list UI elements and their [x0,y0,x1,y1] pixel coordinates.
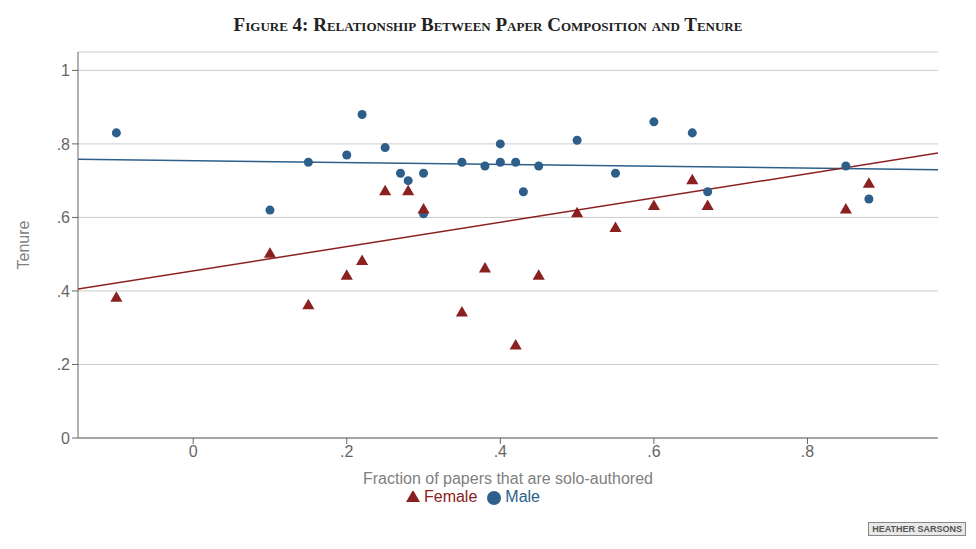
svg-text:Tenure: Tenure [15,220,32,269]
svg-text:.6: .6 [647,443,660,460]
svg-text:1: 1 [61,62,70,79]
svg-text:.4: .4 [57,283,70,300]
html-text:Figure 4: Relationship Between: Figure 4: Relationship Between Paper Com… [233,14,743,35]
svg-text:.8: .8 [57,136,70,153]
html-text:HEATHER SARSONS: HEATHER SARSONS [872,524,962,534]
svg-text:.4: .4 [494,443,507,460]
svg-text:.6: .6 [57,209,70,226]
svg-text:.8: .8 [801,443,814,460]
svg-text:0: 0 [189,443,198,460]
svg-text:.2: .2 [57,356,70,373]
svg-text:.2: .2 [340,443,353,460]
svg-text:Fraction of papers that are so: Fraction of papers that are solo-authore… [363,470,653,487]
html-text:Female: Female [424,488,478,505]
html-text:Male: Male [505,488,540,505]
svg-text:0: 0 [61,430,70,447]
